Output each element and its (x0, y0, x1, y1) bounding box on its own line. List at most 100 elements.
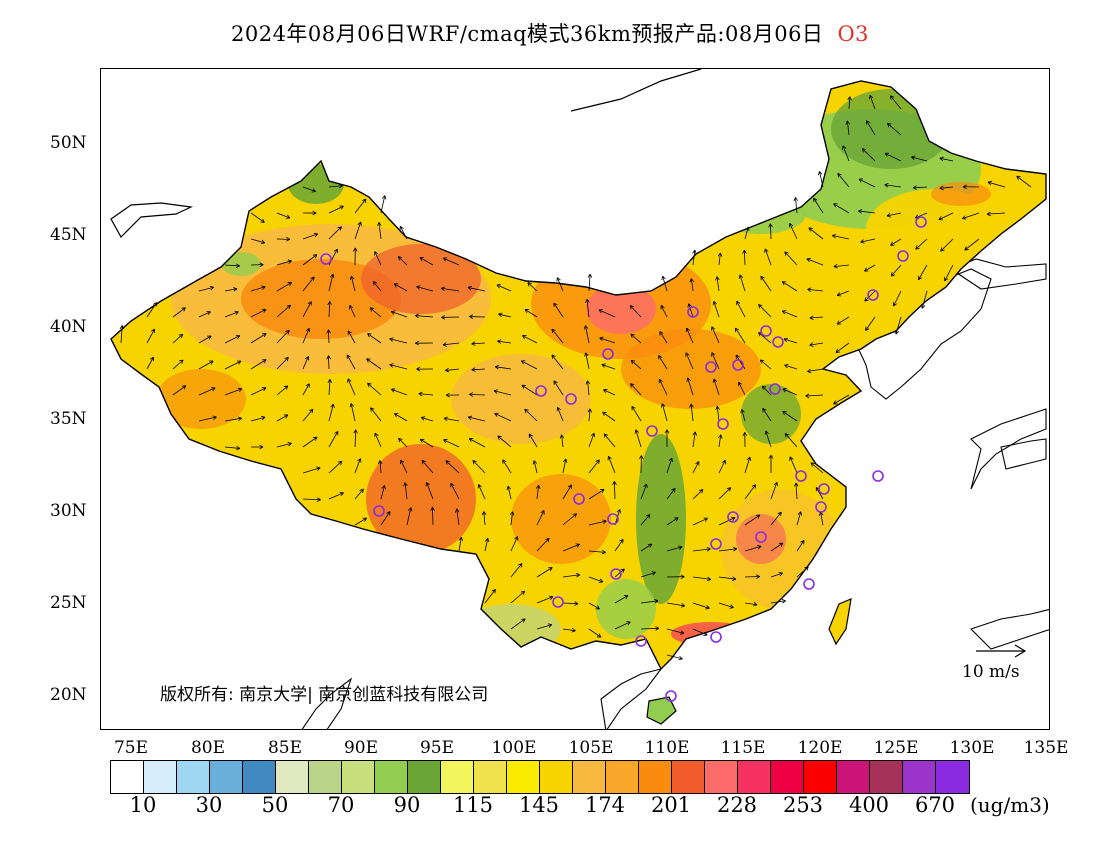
city-marker (760, 325, 772, 337)
wind-arrow (440, 286, 460, 292)
wind-arrow (661, 275, 668, 292)
wind-arrow (510, 618, 526, 630)
wind-arrow (172, 307, 186, 318)
wind-arrow (326, 329, 331, 344)
wind-arrow (556, 406, 564, 422)
wind-arrow (327, 379, 333, 396)
wind-arrow (744, 574, 760, 579)
wind-arrow (172, 385, 187, 396)
wind-arrow (250, 212, 265, 223)
wind-arrow (761, 385, 772, 396)
city-marker (803, 578, 815, 590)
wind-arrow (810, 462, 824, 474)
wind-arrow (666, 457, 673, 474)
wind-arrow (484, 538, 490, 552)
copyright-notice: 版权所有: 南京大学| 南京创蓝科技有限公司 (160, 685, 489, 705)
colorbar-label: 90 (393, 793, 421, 817)
wind-arrow (551, 328, 564, 344)
wind-arrow (369, 307, 382, 318)
wind-arrow (536, 510, 545, 526)
wind-arrow (762, 408, 772, 422)
wind-arrow (250, 444, 264, 450)
wind-arrow (354, 458, 362, 474)
wind-arrow (302, 210, 317, 216)
wind-arrow (796, 540, 805, 552)
wind-arrow (276, 441, 292, 448)
wind-arrow (770, 542, 784, 552)
wind-arrow (302, 186, 316, 193)
city-marker (727, 511, 739, 523)
wind-arrow (506, 485, 512, 500)
wind-arrow (399, 225, 408, 240)
wind-arrow (588, 628, 602, 638)
city-marker (769, 383, 781, 395)
wind-arrow (793, 482, 799, 500)
wind-arrow (468, 438, 486, 448)
wind-arrow (400, 459, 408, 474)
wind-arrow (302, 232, 319, 240)
wind-arrow (666, 602, 686, 608)
wind-arrow (718, 487, 732, 500)
wind-arrow (467, 415, 486, 422)
colorbar-swatch (144, 761, 177, 793)
wind-arrow (784, 433, 798, 448)
wind-arrow (833, 394, 850, 405)
wind-arrow (224, 360, 242, 370)
wind-arrow (415, 340, 434, 346)
city-marker (573, 493, 585, 505)
wind-arrow (809, 315, 824, 320)
wind-arrow (744, 456, 752, 474)
wind-arrow (692, 517, 708, 526)
wind-arrow (471, 341, 486, 346)
wind-arrow (584, 352, 590, 370)
lon-label: 85E (267, 738, 303, 758)
colorbar-swatch (837, 761, 870, 793)
wind-arrow (809, 342, 824, 347)
wind-arrow (587, 408, 593, 422)
colorbar-swatch (606, 761, 639, 793)
wind-arrow (938, 212, 954, 221)
wind-arrow (692, 576, 712, 582)
colorbar-swatch (177, 761, 210, 793)
wind-arrow (510, 590, 526, 604)
lat-label: 20N (50, 685, 87, 705)
wind-arrow (585, 380, 591, 396)
wind-arrow (198, 335, 212, 344)
wind-arrow (562, 572, 581, 578)
wind-arrow (689, 403, 694, 422)
wind-arrow (987, 180, 1006, 188)
wind-arrow (890, 238, 902, 246)
wind-arrow (442, 342, 460, 347)
wind-arrow (377, 460, 383, 474)
wind-arrow (397, 256, 408, 266)
wind-arrow (524, 309, 538, 318)
wind-arrow (833, 203, 850, 214)
wind-arrow (744, 226, 750, 240)
wind-arrow (718, 516, 736, 526)
wind-arrow (986, 211, 1006, 217)
wind-arrow (119, 325, 125, 344)
wind-arrow (398, 437, 408, 448)
wind-arrow (390, 388, 408, 396)
wind-arrow (742, 432, 748, 448)
wind-arrow (250, 308, 267, 318)
colorbar-swatch (375, 761, 408, 793)
wind-arrow (962, 212, 980, 220)
wind-arrow (328, 273, 335, 292)
wind-arrow (302, 436, 318, 448)
wind-arrow (198, 285, 214, 292)
colorbar-label: 670 (914, 793, 956, 817)
wind-arrow (494, 412, 512, 422)
city-marker (772, 336, 784, 348)
wind-arrow (536, 537, 550, 552)
wind-arrow (587, 273, 593, 292)
wind-arrow (467, 285, 486, 292)
colorbar-swatch (111, 761, 144, 793)
wind-arrow (380, 511, 391, 526)
title-text: 2024年08月06日WRF/cmaq模式36km预报产品:08月06日 (230, 22, 824, 46)
wind-arrow (510, 536, 519, 552)
wind-arrow (406, 507, 413, 526)
wind-arrow (377, 222, 382, 240)
wind-arrow (813, 197, 824, 214)
wind-arrow (864, 264, 876, 272)
